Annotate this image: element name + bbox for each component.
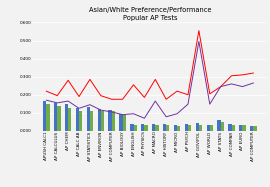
Bar xyxy=(76,108,79,131)
Bar xyxy=(152,124,155,131)
Bar xyxy=(210,125,213,131)
Bar xyxy=(57,106,60,131)
Bar xyxy=(68,108,71,131)
Bar xyxy=(141,124,144,131)
Title: Asian/White Preference/Performance
Popular AP Tests: Asian/White Preference/Performance Popul… xyxy=(89,7,211,21)
Bar xyxy=(207,125,210,131)
Bar xyxy=(163,124,166,131)
Bar xyxy=(155,125,158,131)
Bar xyxy=(119,114,123,131)
Bar xyxy=(239,125,242,131)
Bar xyxy=(199,125,202,131)
Bar xyxy=(253,126,256,131)
Bar xyxy=(101,111,104,131)
Bar xyxy=(195,123,199,131)
Bar xyxy=(166,125,170,131)
Bar xyxy=(217,120,221,131)
Bar xyxy=(46,104,50,131)
Bar xyxy=(54,103,57,131)
Bar xyxy=(232,125,235,131)
Bar xyxy=(109,110,112,131)
Bar xyxy=(79,111,82,131)
Bar xyxy=(174,125,177,131)
Bar xyxy=(144,125,148,131)
Bar xyxy=(130,124,133,131)
Bar xyxy=(90,111,93,131)
Bar xyxy=(188,125,191,131)
Bar xyxy=(65,104,68,131)
Bar xyxy=(112,111,115,131)
Bar xyxy=(228,124,232,131)
Bar xyxy=(43,101,46,131)
Bar xyxy=(87,107,90,131)
Bar xyxy=(123,115,126,131)
Bar xyxy=(242,125,246,131)
Bar xyxy=(177,126,180,131)
Bar xyxy=(250,126,253,131)
Bar xyxy=(185,124,188,131)
Bar xyxy=(133,125,137,131)
Bar xyxy=(97,109,101,131)
Bar xyxy=(221,122,224,131)
